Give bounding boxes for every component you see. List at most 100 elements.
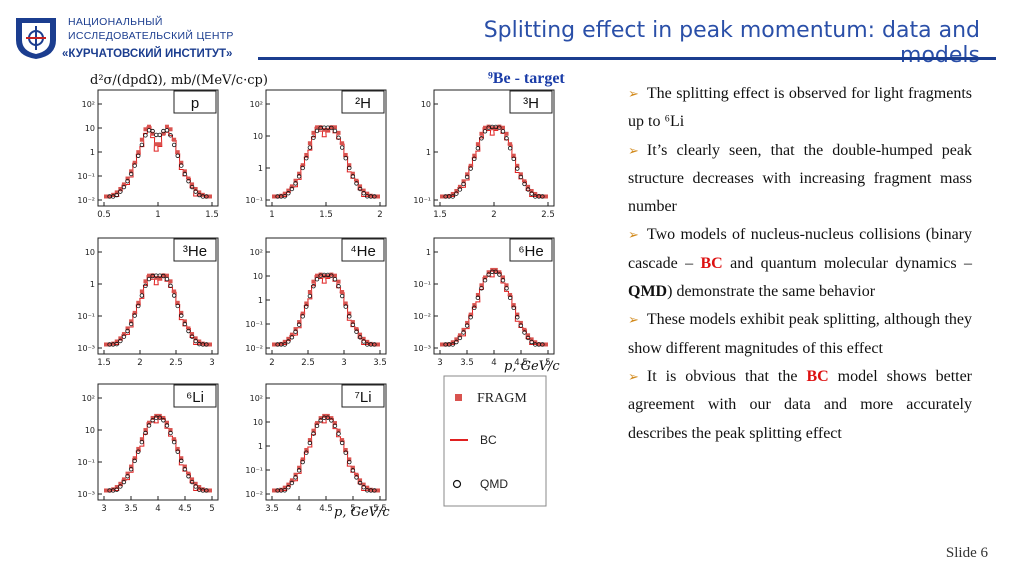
fragm-data-point	[204, 194, 209, 199]
arrow-bullet-icon: ➢	[628, 312, 639, 328]
figure-legend: FRAGM BC QMD	[443, 375, 547, 507]
y-tick-label: 10	[421, 100, 431, 109]
qmd-model-point	[332, 128, 338, 134]
qmd-model-point	[286, 339, 291, 344]
qmd-model-point	[150, 418, 155, 423]
qmd-model-point	[121, 479, 127, 485]
fragm-data-point	[311, 130, 316, 135]
fragm-data-point	[472, 303, 477, 308]
fragm-data-point	[347, 163, 352, 168]
fragm-data-point	[129, 319, 134, 324]
fragm-data-point	[175, 446, 180, 451]
fragm-data-point	[479, 131, 484, 136]
fragm-data-point	[300, 163, 305, 168]
bullet-run: ) demonstrate the same behavior	[667, 283, 876, 301]
qmd-model-point	[289, 335, 295, 340]
qmd-model-point	[136, 303, 141, 309]
qmd-model-point	[339, 440, 345, 446]
fragm-data-point	[358, 332, 363, 337]
fragm-data-point	[533, 191, 538, 196]
legend-qmd-marker	[452, 479, 462, 489]
fragm-data-point	[332, 421, 337, 426]
qmd-model-point	[500, 129, 506, 134]
qmd-model-point	[114, 487, 119, 492]
qmd-model-point	[118, 338, 123, 344]
x-tick-label: 1	[155, 210, 160, 220]
spectrum-panel: ³He 1.5 2 2.5 3 10 1 10⁻¹ 10⁻³	[77, 237, 219, 368]
fragm-data-point	[139, 437, 144, 442]
y-tick-label: 10⁻³	[413, 344, 431, 353]
qmd-model-point	[171, 293, 177, 298]
x-tick-label: 2	[269, 358, 274, 368]
fragm-data-point	[350, 465, 355, 470]
legend-fragm-marker	[455, 394, 462, 401]
qmd-model-point	[361, 339, 366, 344]
qmd-model-point	[128, 171, 134, 177]
fragm-data-point	[443, 194, 448, 199]
y-tick-label: 10	[85, 124, 95, 133]
qmd-model-point	[125, 328, 130, 334]
qmd-model-point	[343, 450, 348, 455]
fragm-data-point	[297, 320, 302, 325]
fragm-data-point	[526, 184, 531, 189]
fragm-data-point	[361, 482, 366, 487]
fragm-data-point	[172, 289, 177, 294]
qmd-model-point	[164, 276, 170, 282]
qmd-model-point	[157, 415, 162, 420]
qmd-model-point	[457, 335, 463, 341]
fragm-data-point	[186, 471, 191, 476]
qmd-model-point	[515, 315, 520, 320]
bullet-item: ➢ These models exhibit peak splitting, al…	[628, 306, 972, 363]
x-tick-label: 3	[341, 358, 346, 368]
fragm-data-point	[325, 274, 330, 279]
qmd-model-point	[182, 466, 188, 472]
qmd-model-point	[189, 334, 195, 339]
fragm-data-point	[204, 342, 209, 347]
fragm-data-point	[483, 125, 488, 130]
fragm-data-point	[125, 176, 130, 181]
fragm-data-point	[104, 342, 108, 347]
fragm-data-point	[372, 342, 377, 347]
fragm-data-point	[536, 342, 541, 347]
fragm-data-point	[518, 320, 523, 325]
fragm-data-point	[533, 340, 538, 345]
panel-fragment-label: ²H	[355, 95, 371, 112]
fragm-data-point	[376, 194, 380, 199]
fragm-data-point	[129, 169, 134, 174]
x-tick-label: 1	[269, 210, 274, 220]
y-tick-label: 1	[426, 248, 431, 257]
qmd-model-point	[464, 323, 470, 328]
qmd-model-point	[171, 142, 177, 148]
qmd-model-point	[522, 181, 527, 187]
x-tick-label: 1.5	[205, 210, 219, 220]
bullet-run: model shows better agreement with our da…	[628, 367, 973, 442]
qmd-model-point	[168, 283, 173, 289]
qmd-model-point	[186, 178, 191, 184]
arrow-bullet-icon: ➢	[628, 86, 639, 101]
fragm-data-point	[508, 292, 513, 297]
x-tick-label: 1.5	[319, 210, 333, 220]
qmd-model-point	[329, 273, 334, 278]
fragm-data-point	[340, 290, 345, 295]
qmd-model-point	[507, 295, 513, 301]
x-tick-label: 2.5	[169, 358, 183, 368]
fragm-data-point	[275, 342, 280, 347]
qmd-model-point	[193, 338, 198, 344]
qmd-model-point	[186, 474, 191, 479]
institute-logo: НАЦИОНАЛЬНЫЙ ИССЛЕДОВАТЕЛЬСКИЙ ЦЕНТР «КУ…	[14, 14, 254, 66]
qmd-model-point	[350, 174, 356, 179]
fragm-data-point	[311, 279, 316, 284]
fragm-data-point	[318, 416, 323, 421]
qmd-model-point	[361, 191, 366, 196]
qmd-model-point	[357, 480, 363, 486]
qmd-model-point	[511, 305, 516, 311]
fragm-data-point	[304, 301, 309, 306]
fragm-data-point	[475, 142, 480, 147]
fragm-data-point	[297, 171, 302, 176]
fragm-data-point	[440, 194, 444, 199]
qmd-model-point	[472, 156, 477, 162]
y-tick-label: 1	[258, 164, 263, 173]
qmd-model-point	[110, 194, 116, 199]
y-tick-label: 10	[253, 272, 263, 281]
y-tick-label: 10⁻²	[245, 490, 263, 499]
